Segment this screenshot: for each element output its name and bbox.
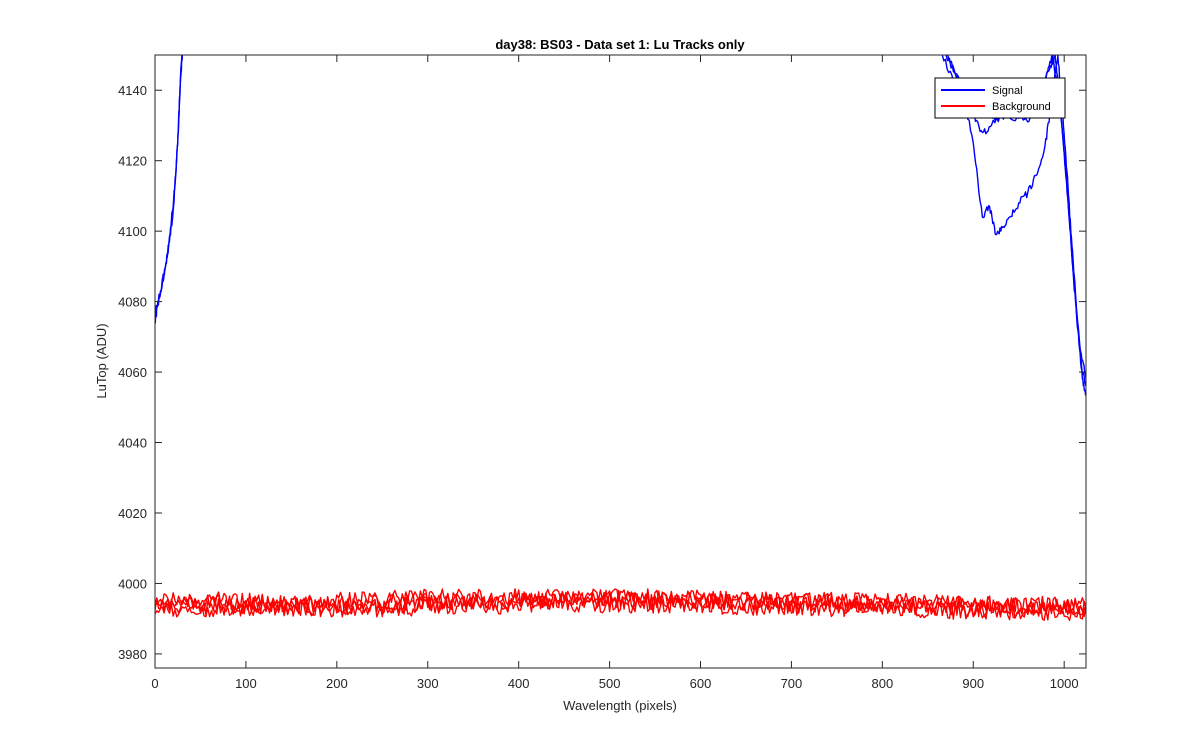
x-tick-label: 600 (690, 676, 712, 691)
y-tick-label: 4100 (118, 224, 147, 239)
x-tick-label: 300 (417, 676, 439, 691)
y-tick-label: 4000 (118, 576, 147, 591)
legend: Signal Background (934, 77, 1066, 119)
y-tick-label: 4120 (118, 154, 147, 169)
x-tick-label: 900 (962, 676, 984, 691)
legend-label-background: Background (992, 101, 1051, 113)
legend-box (934, 77, 1066, 119)
x-tick-label: 800 (871, 676, 893, 691)
series-line-background (155, 595, 1086, 622)
x-tick-label: 200 (326, 676, 348, 691)
series-line-signal (155, 55, 183, 317)
series-line-signal (947, 55, 1059, 236)
y-tick-label: 3980 (118, 647, 147, 662)
x-tick-label: 500 (599, 676, 621, 691)
y-axis-label: LuTop (ADU) (94, 323, 109, 398)
y-tick-label: 4080 (118, 295, 147, 310)
x-tick-label: 100 (235, 676, 257, 691)
x-tick-label: 700 (781, 676, 803, 691)
y-tick-label: 4060 (118, 365, 147, 380)
chart-title: day38: BS03 - Data set 1: Lu Tracks only (495, 37, 745, 52)
y-tick-label: 4140 (118, 83, 147, 98)
ticks-layer: 0 100 200 300 400 500 600 700 800 900 1000 3980 4000… (118, 55, 1086, 691)
axes-box (154, 54, 1087, 669)
y-tick-label: 4040 (118, 436, 147, 451)
y-tick-label: 4020 (118, 506, 147, 521)
x-tick-label: 0 (151, 676, 158, 691)
plot-area (155, 55, 1086, 668)
x-tick-label: 1000 (1050, 676, 1079, 691)
legend-label-signal: Signal (992, 85, 1023, 97)
x-axis-label: Wavelength (pixels) (563, 698, 677, 713)
x-tick-label: 400 (508, 676, 530, 691)
